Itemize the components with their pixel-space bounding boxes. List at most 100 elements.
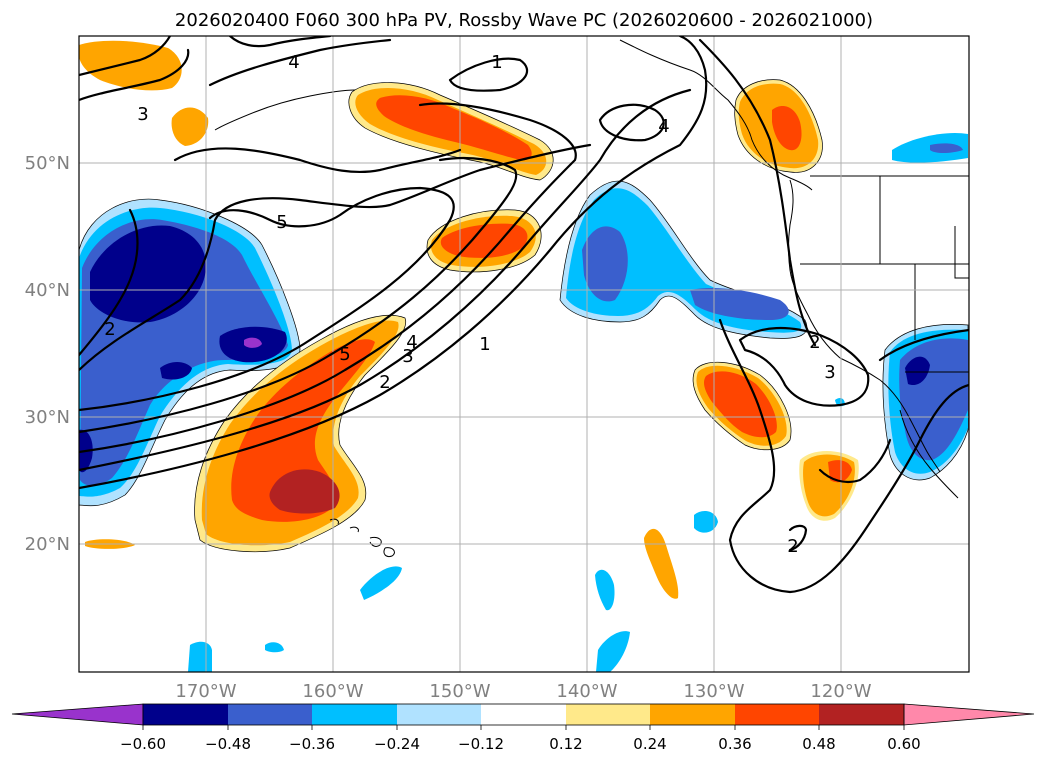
shade-neg-central-mid-2	[690, 288, 789, 320]
map-plot-area: 1 1 2 2 2 2 3 3 3 4 4 4 5 5	[79, 36, 969, 672]
contour-label: 1	[491, 52, 502, 73]
colorbar-tick-label: 0.24	[633, 735, 666, 753]
bc-coast	[788, 179, 841, 359]
contour-label: 2	[104, 319, 115, 340]
lat-label: 50°N	[25, 153, 70, 174]
graticule	[79, 36, 969, 672]
shade-neg-south-5	[596, 631, 630, 672]
pv-contours	[79, 36, 969, 594]
shade-neg-central-mid-1	[582, 226, 628, 302]
shade-neg-canada-mid	[930, 143, 963, 153]
colorbar-segment	[481, 704, 566, 725]
shade-pos-nw-2	[171, 107, 209, 146]
colorbar-segment	[11, 703, 144, 726]
baja-coast	[899, 409, 959, 499]
shade-neg-east-strong	[905, 356, 930, 386]
shade-neg-west-strong-3	[160, 362, 192, 380]
latitude-labels: 50°N 40°N 30°N 20°N	[25, 153, 70, 555]
lon-label: 120°W	[810, 681, 871, 702]
colorbar-segment	[228, 704, 312, 725]
contour-label: 1	[479, 334, 490, 355]
colorbar-tick-label: −0.36	[289, 735, 335, 753]
colorbar-segment	[819, 704, 904, 725]
shade-pos-main-strong	[269, 469, 340, 514]
colorbar-segment	[566, 704, 650, 725]
contour-5-main	[79, 186, 455, 412]
alaska-islands	[214, 89, 356, 131]
shade-neg-west-purple	[244, 337, 262, 348]
contour-label: 2	[379, 372, 390, 393]
colorbar-segment	[397, 704, 481, 725]
colorbar-segment	[735, 704, 819, 725]
contour-east-4	[878, 328, 969, 362]
colorbar-segment	[312, 704, 397, 725]
contour-label: 3	[824, 362, 835, 383]
contour-east-1	[718, 318, 969, 594]
contour-label: 2	[809, 332, 820, 353]
contour-label: 5	[339, 344, 350, 365]
contour-4-north	[598, 103, 665, 142]
lon-label: 170°W	[175, 681, 236, 702]
map-title: 2026020400 F060 300 hPa PV, Rossby Wave …	[175, 10, 873, 31]
shade-neg-central-cyan	[566, 188, 802, 333]
contour-east-2	[738, 327, 870, 407]
colorbar-tick-label: 0.60	[887, 735, 920, 753]
map-frame	[78, 35, 970, 673]
lat-label: 40°N	[25, 280, 70, 301]
contour-east-3	[818, 438, 892, 484]
longitude-labels: 170°W 160°W 150°W 140°W 130°W 120°W	[175, 681, 871, 702]
shade-neg-south-3	[265, 642, 284, 653]
contour-label: 4	[658, 116, 669, 137]
colorbar-tick-label: 0.48	[802, 735, 835, 753]
hawaii-islands	[329, 518, 395, 557]
contour-label: 3	[137, 104, 148, 125]
contour-1-north	[448, 57, 528, 92]
contour-1-main	[79, 36, 708, 490]
shade-pos-bc-red	[772, 106, 802, 151]
contour-label: 4	[288, 52, 299, 73]
shade-neg-south-6	[694, 510, 718, 533]
contour-west-2	[79, 208, 139, 357]
contour-5-loop	[173, 147, 462, 174]
mexico-border	[905, 371, 969, 400]
lon-label: 150°W	[429, 681, 490, 702]
colorbar-tick-label: −0.12	[458, 735, 504, 753]
contour-3-nw	[79, 48, 190, 102]
lon-label: 130°W	[683, 681, 744, 702]
colorbar: −0.60 −0.48 −0.36 −0.24 −0.12 0.12 0.24 …	[11, 703, 1035, 753]
shade-pos-south-1	[644, 528, 679, 599]
contour-label: 2	[787, 536, 798, 557]
colorbar-tick-label: −0.48	[205, 735, 251, 753]
shade-neg-south-4	[595, 569, 615, 611]
contour-3-top	[228, 36, 332, 48]
contour-4-alaska	[208, 38, 392, 87]
contour-east-trough	[698, 38, 817, 347]
shade-neg-south-1	[360, 566, 402, 600]
contour-labels: 1 1 2 2 2 2 3 3 3 4 4 4 5 5	[104, 52, 835, 557]
lon-label: 140°W	[556, 681, 617, 702]
colorbar-tick-label: 0.12	[549, 735, 582, 753]
colorbar-segment	[650, 704, 735, 725]
california-coast	[839, 357, 941, 473]
shade-neg-west-strong-1	[90, 225, 206, 323]
colorbar-segment	[903, 703, 1035, 726]
coastlines	[214, 39, 969, 557]
contour-label: 4	[406, 332, 417, 353]
contour-4-main	[79, 156, 518, 434]
colorbar-tick-label: −0.24	[374, 735, 420, 753]
colorbar-tick-label: 0.36	[718, 735, 751, 753]
contour-3-main	[79, 102, 577, 454]
negative-anomaly-shading	[79, 132, 969, 672]
contour-2-nw	[79, 36, 172, 77]
lat-label: 30°N	[25, 407, 70, 428]
alaska-coast	[619, 39, 813, 191]
contour-2-main	[79, 88, 692, 472]
contour-outer-ring	[79, 143, 592, 372]
contour-label: 3	[402, 346, 413, 367]
shade-pos-gulf-red	[376, 95, 532, 161]
shade-pos-baja-red	[828, 460, 852, 483]
shade-neg-south-2	[188, 641, 212, 672]
contour-east-5	[788, 524, 808, 552]
colorbar-tick-label: −0.60	[120, 735, 166, 753]
